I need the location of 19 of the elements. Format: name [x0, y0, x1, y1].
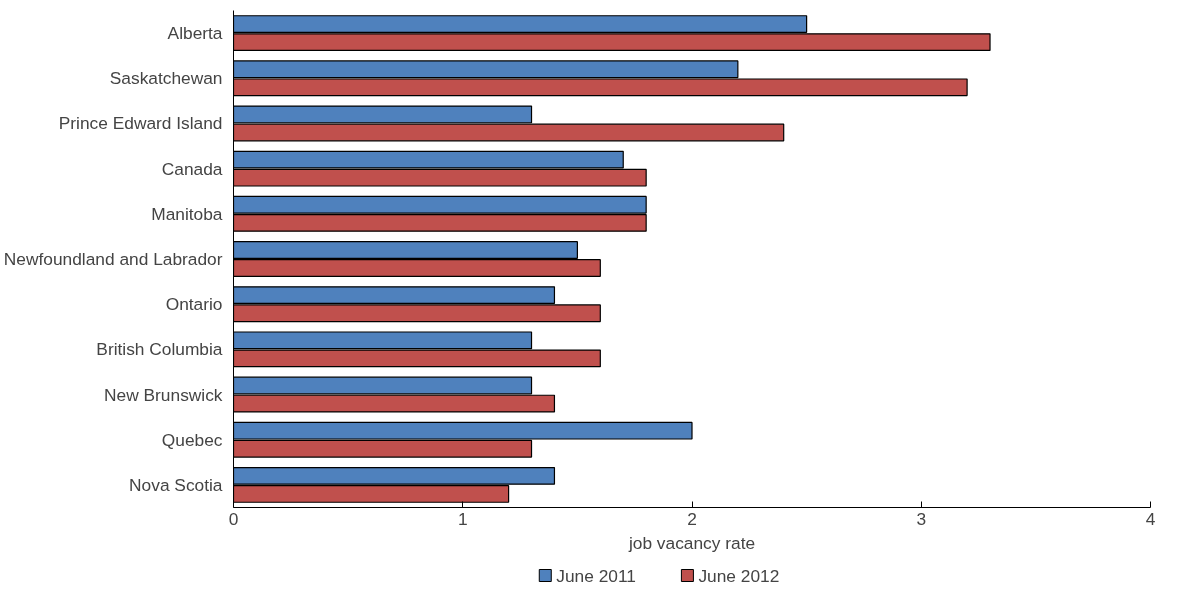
y-tick-label: Alberta — [167, 23, 223, 44]
y-tick-label: Prince Edward Island — [58, 113, 223, 134]
y-tick-label: Quebec — [161, 429, 223, 450]
legend-label: June 2011 — [556, 565, 636, 586]
y-tick-label: Nova Scotia — [129, 474, 223, 495]
x-tick-label: 1 — [457, 508, 468, 529]
x-tick-label: 0 — [228, 508, 239, 529]
x-tick-label: 3 — [916, 508, 927, 529]
x-tick-label: 2 — [687, 508, 697, 529]
y-tick-label: British Columbia — [96, 339, 223, 360]
x-tick-label: 4 — [1145, 508, 1156, 529]
y-tick-label: Saskatchewan — [109, 68, 223, 89]
y-tick-label: Canada — [161, 158, 223, 179]
legend-label: June 2012 — [698, 565, 780, 586]
y-tick-label: Manitoba — [151, 203, 223, 224]
x-axis-title: job vacancy rate — [627, 532, 756, 553]
y-tick-label: Newfoundland and Labrador — [3, 249, 223, 269]
y-tick-label: New Brunswick — [104, 384, 223, 405]
y-tick-label: Ontario — [165, 294, 223, 315]
